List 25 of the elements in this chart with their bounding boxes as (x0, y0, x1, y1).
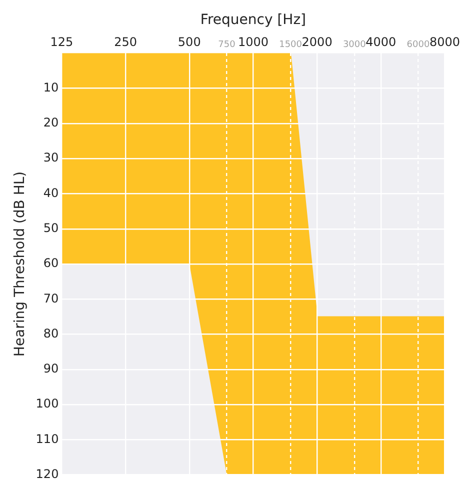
y-tick-label: 30 (43, 150, 59, 165)
y-tick-label: 70 (43, 291, 59, 306)
x-tick-label: 1000 (238, 35, 268, 50)
y-tick-label: 120 (36, 466, 59, 481)
x-tick-label: 250 (114, 35, 137, 50)
y-tick-label: 80 (43, 326, 59, 340)
x-tick-label: 1500 (279, 40, 302, 50)
x-tick-label: 2000 (302, 35, 332, 50)
y-tick-label: 110 (36, 432, 59, 446)
x-tick-label: 6000 (406, 40, 430, 50)
y-tick-label: 20 (43, 116, 59, 130)
x-tick-label: 4000 (366, 35, 396, 50)
y-tick-label: 60 (43, 256, 59, 270)
x-axis-title: Frequency [Hz] (200, 12, 306, 28)
x-tick-label: 500 (178, 35, 201, 50)
x-tick-label: 125 (50, 35, 74, 50)
y-tick-label: 50 (43, 220, 59, 235)
y-tick-label: 90 (43, 362, 59, 376)
x-tick-label: 750 (218, 40, 236, 50)
y-axis-title: Hearing Threshold (dB HL) (12, 171, 28, 357)
y-tick-label: 10 (43, 80, 59, 94)
y-tick-label: 40 (43, 186, 59, 200)
y-tick-label: 100 (36, 396, 59, 411)
x-tick-label: 8000 (429, 35, 460, 50)
x-tick-label: 3000 (342, 40, 366, 50)
